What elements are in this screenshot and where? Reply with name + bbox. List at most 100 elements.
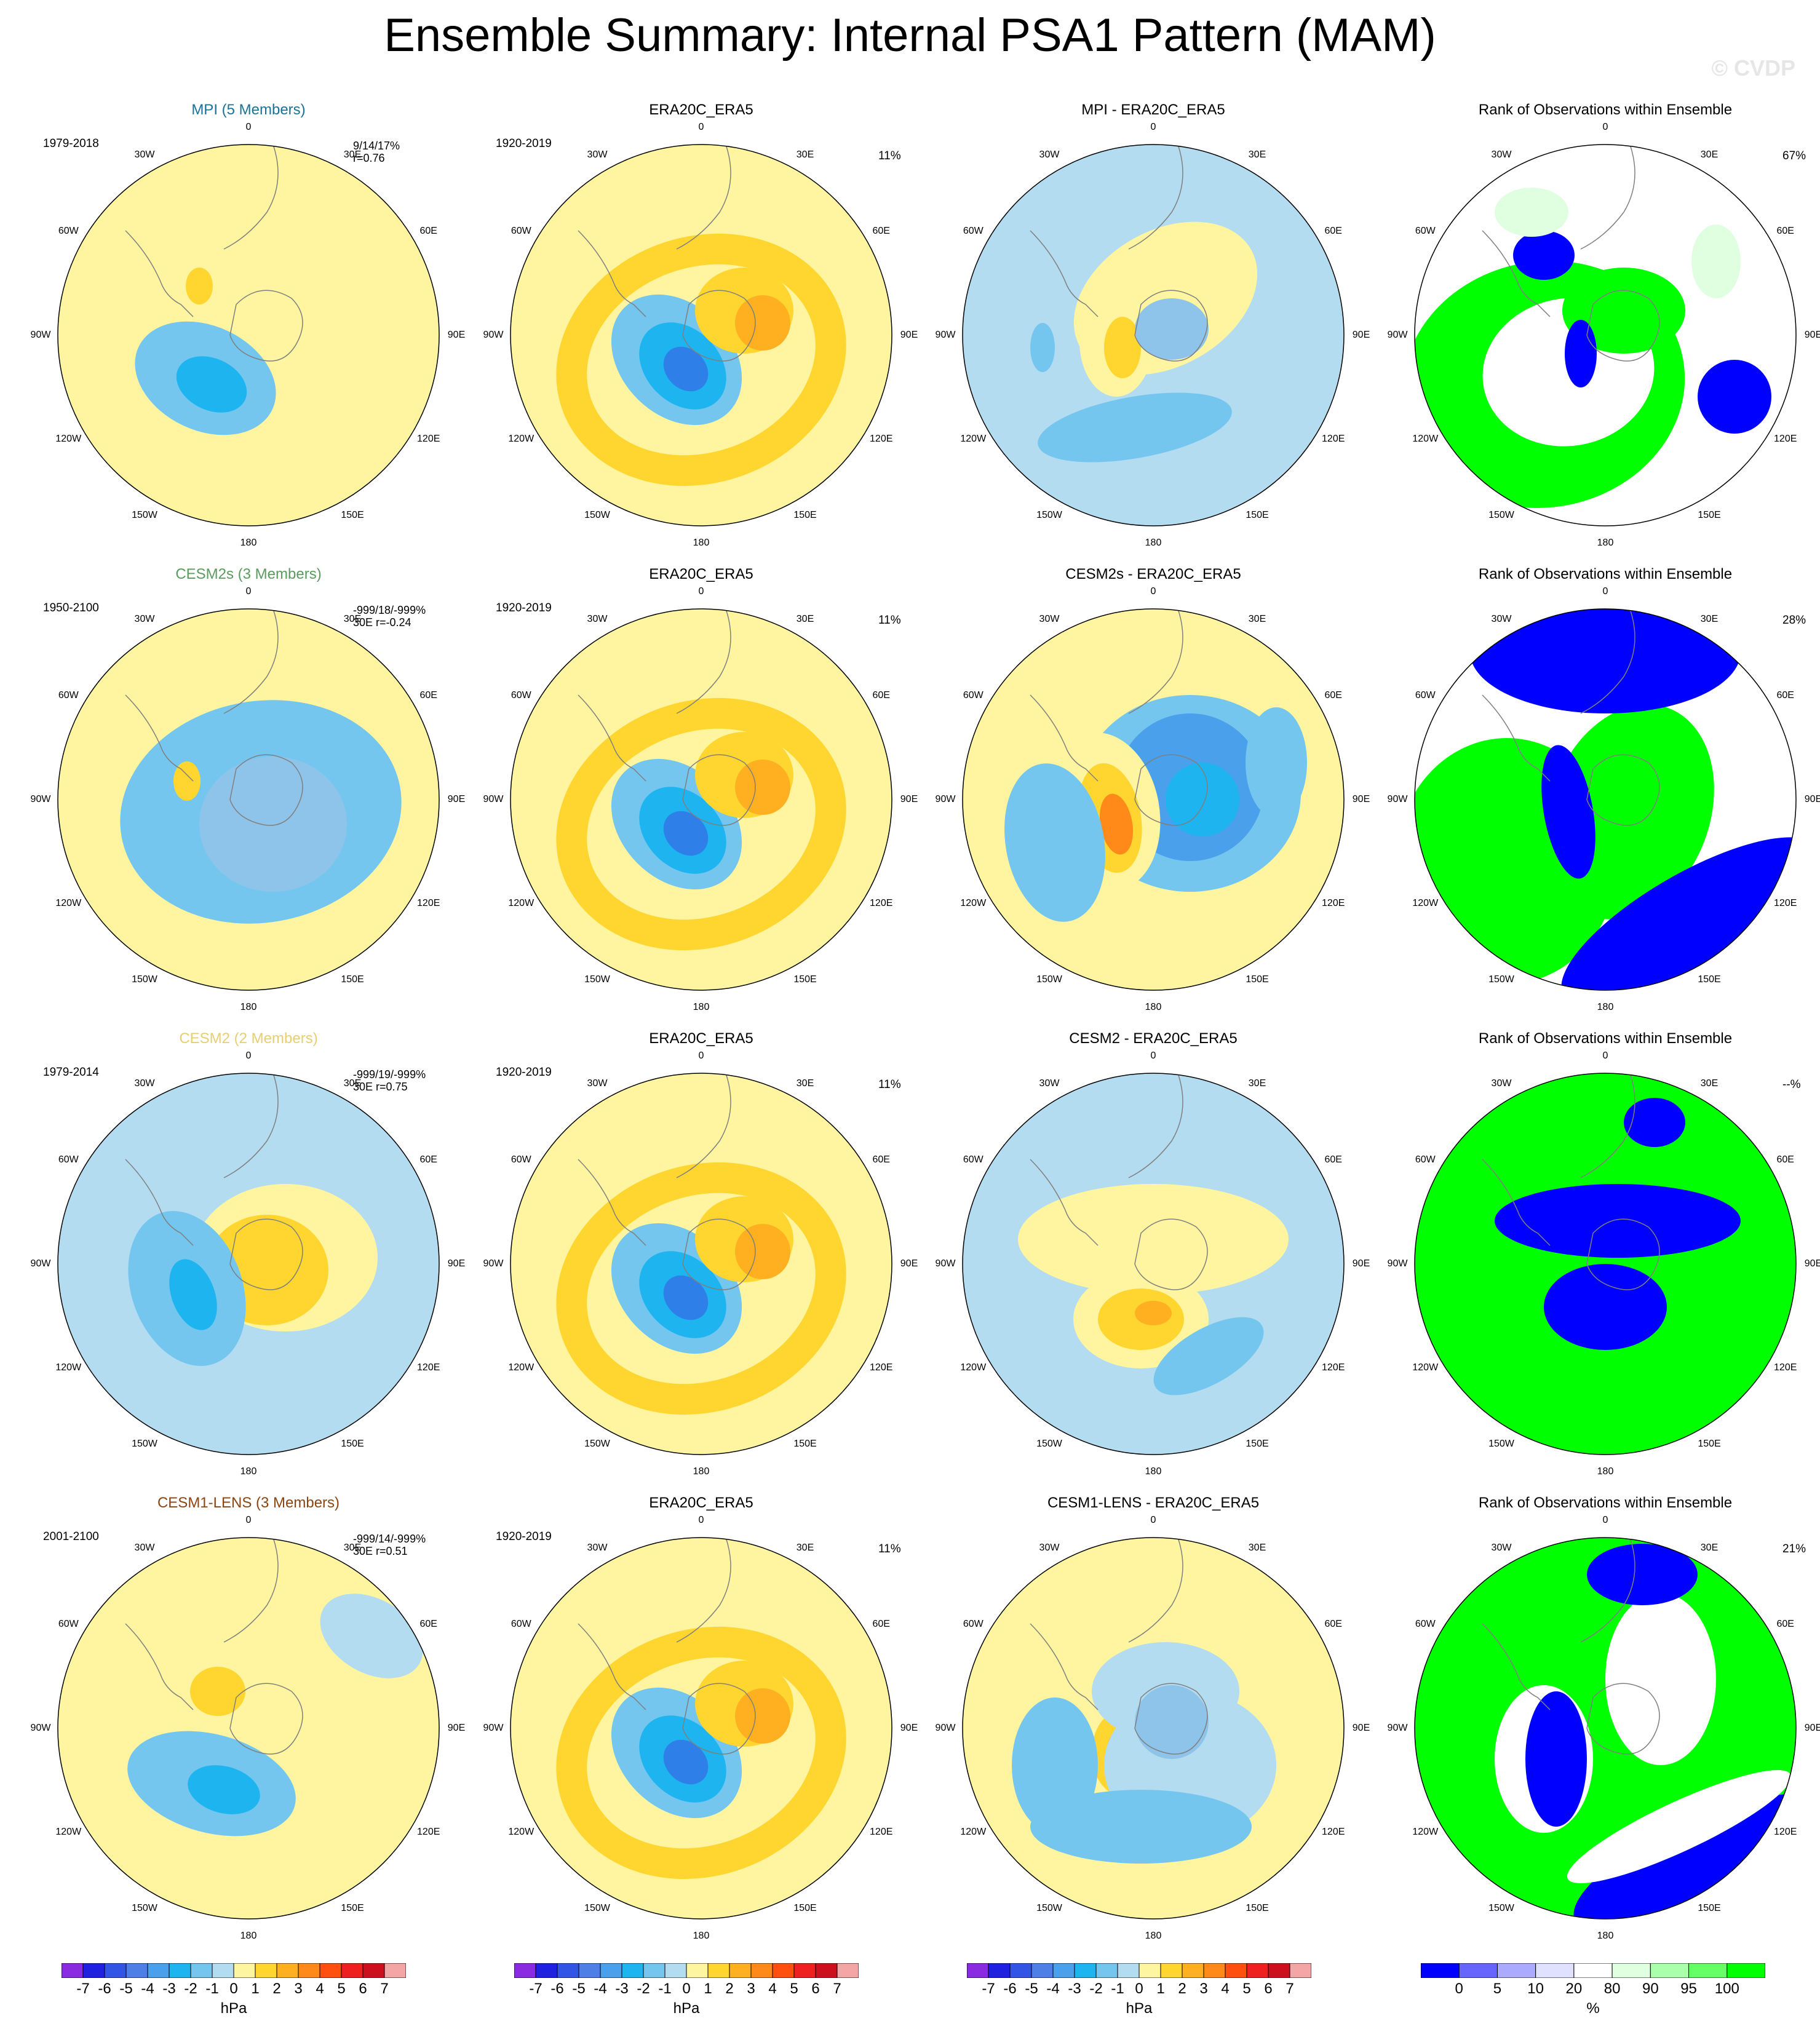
coastline-north bbox=[676, 1073, 731, 1178]
longitude-label: 60E bbox=[1324, 1154, 1342, 1165]
longitude-label: 150W bbox=[132, 1902, 157, 1913]
panel-diff-row3: 0 30E 60E 90E 120E 150E 180 150W 120W 90W 60W 30W CE… bbox=[926, 1030, 1381, 1510]
longitude-label: 30W bbox=[1491, 149, 1512, 161]
longitude-label: 120W bbox=[55, 434, 82, 444]
colorbar-tick-label: 6 bbox=[1264, 1980, 1273, 1997]
longitude-label: 0 bbox=[1150, 122, 1156, 132]
percent-label: 67% bbox=[1782, 149, 1806, 162]
longitude-label: 0 bbox=[245, 1050, 252, 1061]
contour-region bbox=[663, 811, 709, 856]
field-background bbox=[58, 1538, 439, 1919]
longitude-label: 90E bbox=[900, 330, 918, 340]
coastline-antarctica bbox=[229, 290, 303, 362]
longitude-label: 90E bbox=[447, 794, 466, 804]
contour-region bbox=[1525, 1691, 1587, 1827]
longitude-label: 90E bbox=[447, 330, 466, 340]
longitude-label: 120E bbox=[417, 1362, 440, 1373]
contour-region bbox=[1030, 1790, 1252, 1864]
coastline-antarctica bbox=[1586, 290, 1660, 362]
longitude-label: 90E bbox=[447, 1723, 466, 1733]
percent-label: 11% bbox=[878, 1543, 901, 1555]
longitude-label: 30W bbox=[134, 614, 155, 625]
longitude-label: 60W bbox=[963, 1619, 984, 1629]
longitude-label: 60E bbox=[1324, 690, 1342, 701]
longitude-label: 120W bbox=[508, 1827, 534, 1837]
colorbar-swatch bbox=[82, 1963, 105, 1979]
coastline-north bbox=[676, 145, 731, 250]
colorbar-swatch bbox=[341, 1963, 364, 1979]
contour-region bbox=[1135, 298, 1209, 360]
longitude-label: 180 bbox=[240, 1466, 257, 1477]
colorbar-tick-label: 3 bbox=[1199, 1980, 1208, 1997]
longitude-label: 30W bbox=[1491, 1543, 1512, 1554]
pattern-stat-line: 30E r=0.75 bbox=[353, 1081, 408, 1093]
longitude-label: 150E bbox=[341, 509, 364, 520]
map-boundary bbox=[57, 1537, 440, 1920]
colorbar-tick-label: -3 bbox=[615, 1980, 629, 1997]
contour-region bbox=[1135, 1685, 1209, 1759]
longitude-label: 30E bbox=[1248, 1543, 1266, 1554]
longitude-label: 180 bbox=[693, 1002, 710, 1012]
longitude-label: 120W bbox=[1412, 1362, 1439, 1373]
map-boundary bbox=[1414, 144, 1797, 526]
longitude-label: 150E bbox=[341, 1438, 364, 1449]
colorbar-swatch bbox=[190, 1963, 213, 1979]
longitude-label: 150W bbox=[1036, 1438, 1062, 1449]
longitude-label: 30W bbox=[1039, 149, 1060, 161]
longitude-label: 120E bbox=[417, 1827, 440, 1837]
longitude-label: 90W bbox=[935, 330, 956, 340]
map-boundary bbox=[1414, 608, 1797, 991]
longitude-label: 60E bbox=[419, 690, 437, 701]
colorbar-swatch bbox=[815, 1963, 838, 1979]
longitude-label: 30E bbox=[343, 149, 362, 161]
colorbar-swatch bbox=[643, 1963, 666, 1979]
longitude-label: 90E bbox=[1352, 330, 1370, 340]
colorbar-tick-label: 0 bbox=[229, 1980, 238, 1997]
longitude-label: 30E bbox=[343, 614, 362, 625]
longitude-label: 120W bbox=[508, 898, 534, 908]
longitude-label: 120W bbox=[960, 434, 987, 444]
figure-title: Ensemble Summary: Internal PSA1 Pattern … bbox=[384, 9, 1436, 62]
longitude-label: 180 bbox=[693, 1931, 710, 1941]
panel-title: CESM1-LENS - ERA20C_ERA5 bbox=[1047, 1495, 1260, 1511]
colorbar-tick-label: -5 bbox=[119, 1980, 133, 1997]
longitude-label: 120E bbox=[1774, 898, 1797, 908]
contour-region bbox=[1004, 763, 1105, 922]
contour-region bbox=[735, 1688, 790, 1744]
colorbar-swatch bbox=[793, 1963, 816, 1979]
contour-region bbox=[1561, 837, 1796, 990]
colorbar-swatch bbox=[836, 1963, 859, 1979]
colorbar-swatch bbox=[1727, 1963, 1766, 1979]
contour-region bbox=[735, 295, 790, 351]
colorbar-tick-label: -1 bbox=[1111, 1980, 1124, 1997]
coastline-south-america bbox=[125, 1159, 194, 1246]
longitude-label: 60E bbox=[1324, 226, 1342, 236]
colorbar-tick-label: 7 bbox=[833, 1980, 841, 1997]
longitude-label: 90E bbox=[447, 1258, 466, 1269]
contour-region bbox=[190, 1667, 245, 1716]
colorbar-hpa: -7 -6 -5 -4 -3 -2 -1 0 1 2 3 4 5 6 7 hPa bbox=[61, 1963, 407, 2021]
coastline-north bbox=[676, 609, 731, 714]
longitude-label: 60W bbox=[58, 226, 79, 236]
colorbar-tick-label: -4 bbox=[594, 1980, 607, 1997]
coastline-antarctica bbox=[229, 754, 303, 826]
longitude-label: 60E bbox=[1324, 1619, 1342, 1629]
longitude-label: 150E bbox=[1698, 974, 1721, 985]
percent-label: 11% bbox=[878, 1078, 901, 1091]
longitude-label: 60W bbox=[963, 690, 984, 701]
longitude-label: 30E bbox=[1700, 1078, 1719, 1089]
longitude-label: 60W bbox=[58, 690, 79, 701]
longitude-label: 90E bbox=[1352, 794, 1370, 804]
colorbar-swatch bbox=[1268, 1963, 1290, 1979]
panel-title: CESM1-LENS (3 Members) bbox=[157, 1495, 340, 1511]
longitude-label: 90E bbox=[900, 1258, 918, 1269]
panel-title: CESM2s (3 Members) bbox=[175, 566, 322, 582]
longitude-label: 90E bbox=[1804, 1258, 1820, 1269]
colorbar-pct: 0 5 10 20 80 90 95 100% bbox=[1420, 1963, 1766, 2021]
longitude-label: 90W bbox=[1387, 1258, 1408, 1269]
coastline-antarctica bbox=[229, 1218, 303, 1290]
coastline-north bbox=[1580, 145, 1635, 250]
colorbar-unit: % bbox=[1586, 2000, 1600, 2017]
longitude-label: 30E bbox=[1248, 149, 1266, 161]
map-canvas bbox=[1414, 608, 1797, 991]
